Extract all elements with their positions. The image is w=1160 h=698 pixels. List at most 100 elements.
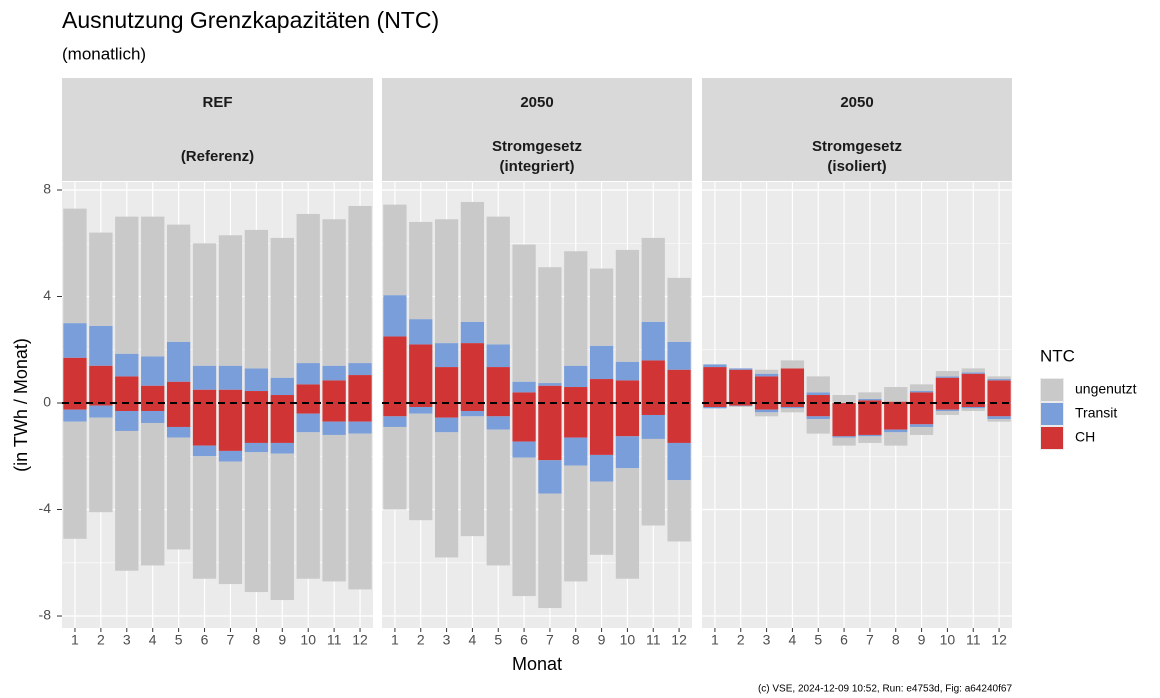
bar-segment bbox=[486, 429, 510, 566]
bar-segment bbox=[806, 403, 830, 417]
bar-segment bbox=[434, 417, 459, 433]
bar-segment bbox=[166, 381, 191, 404]
x-tick-label: 9 bbox=[598, 632, 606, 648]
bar-segment bbox=[884, 403, 908, 430]
bar-segment bbox=[322, 365, 346, 381]
bar-segment bbox=[348, 205, 372, 364]
panel-background bbox=[382, 182, 692, 628]
x-tick-label: 10 bbox=[300, 632, 316, 648]
bar-segment bbox=[409, 319, 433, 345]
bar-segment bbox=[434, 367, 459, 404]
x-tick-label: 3 bbox=[443, 632, 451, 648]
bar-segment bbox=[641, 360, 665, 404]
bar-segment bbox=[89, 232, 113, 326]
bar-segment bbox=[322, 219, 346, 366]
x-tick-label: 9 bbox=[278, 632, 286, 648]
bar-segment bbox=[270, 395, 294, 404]
bar-segment bbox=[858, 400, 882, 404]
bar-segment bbox=[218, 461, 243, 585]
bar-segment bbox=[909, 391, 934, 393]
bar-segment bbox=[961, 408, 985, 411]
bar-segment bbox=[564, 403, 588, 438]
x-tick-label: 8 bbox=[572, 632, 580, 648]
bar-segment bbox=[615, 249, 640, 362]
bar-segment bbox=[63, 421, 87, 539]
bar-segment bbox=[667, 369, 691, 404]
y-axis-label: (in TWh / Monat) bbox=[11, 338, 31, 472]
bar-segment bbox=[218, 365, 243, 390]
bar-segment bbox=[987, 380, 1011, 404]
bar-segment bbox=[909, 403, 934, 425]
bar-segment bbox=[538, 403, 562, 461]
bar-segment bbox=[348, 433, 372, 590]
bar-segment bbox=[909, 426, 934, 435]
bar-segment bbox=[987, 403, 1011, 417]
bar-segment bbox=[729, 369, 753, 404]
bar-segment bbox=[538, 383, 562, 386]
bar-segment bbox=[538, 493, 562, 609]
x-tick-label: 5 bbox=[494, 632, 502, 648]
x-tick-label: 2 bbox=[737, 632, 745, 648]
strip bbox=[702, 78, 1012, 181]
bar-segment bbox=[89, 365, 113, 404]
bar-segment bbox=[512, 381, 536, 393]
bar-segment bbox=[409, 221, 433, 320]
x-tick-label: 7 bbox=[546, 632, 554, 648]
strip-label: (isoliert) bbox=[827, 158, 886, 175]
bar-segment bbox=[858, 434, 882, 437]
bar-segment bbox=[348, 403, 372, 422]
bar-segment bbox=[961, 406, 985, 409]
x-tick-label: 3 bbox=[123, 632, 131, 648]
bar-segment bbox=[589, 379, 614, 404]
bar-segment bbox=[703, 364, 727, 368]
bar-segment bbox=[434, 432, 459, 558]
bar-segment bbox=[909, 424, 934, 427]
legend-label: Transit bbox=[1075, 405, 1117, 421]
x-tick-label: 6 bbox=[520, 632, 528, 648]
bar-segment bbox=[141, 216, 165, 357]
bar-segment bbox=[409, 413, 433, 521]
x-tick-label: 6 bbox=[201, 632, 209, 648]
bar-segment bbox=[296, 432, 320, 579]
bar-segment bbox=[244, 229, 269, 369]
x-tick-label: 2 bbox=[417, 632, 425, 648]
x-tick-label: 1 bbox=[71, 632, 79, 648]
bar-segment bbox=[512, 457, 536, 597]
legend-title: NTC bbox=[1040, 346, 1075, 365]
bar-segment bbox=[270, 403, 294, 443]
x-tick-label: 2 bbox=[97, 632, 105, 648]
bar-segment bbox=[115, 410, 139, 431]
bar-segment bbox=[166, 426, 191, 438]
bar-segment bbox=[512, 441, 536, 458]
bar-segment bbox=[703, 406, 727, 409]
legend-key bbox=[1041, 403, 1063, 425]
bar-segment bbox=[89, 325, 113, 366]
bar-segment bbox=[909, 384, 934, 392]
bar-segment bbox=[538, 385, 562, 404]
bar-segment bbox=[409, 344, 433, 404]
bar-segment bbox=[754, 373, 779, 377]
bar-segment bbox=[244, 368, 269, 392]
bar-segment bbox=[322, 380, 346, 404]
bar-segment bbox=[244, 442, 269, 453]
bar-segment bbox=[296, 384, 320, 404]
bar-segment bbox=[909, 392, 934, 404]
bar-segment bbox=[512, 244, 536, 382]
strip-label: (integriert) bbox=[500, 158, 575, 175]
x-tick-label: 7 bbox=[227, 632, 235, 648]
bar-segment bbox=[987, 418, 1011, 422]
bar-segment bbox=[667, 480, 691, 542]
strip-label: REF bbox=[203, 94, 233, 111]
bar-segment bbox=[218, 389, 243, 404]
legend-label: CH bbox=[1075, 429, 1095, 445]
bar-segment bbox=[486, 216, 510, 345]
bar-segment bbox=[460, 343, 485, 404]
bar-segment bbox=[460, 201, 485, 322]
bar-segment bbox=[780, 406, 805, 409]
x-tick-label: 1 bbox=[391, 632, 399, 648]
bar-segment bbox=[780, 403, 805, 407]
bar-segment bbox=[63, 357, 87, 404]
bar-segment bbox=[218, 450, 243, 462]
bar-segment bbox=[434, 403, 459, 418]
bar-segment bbox=[961, 403, 985, 407]
